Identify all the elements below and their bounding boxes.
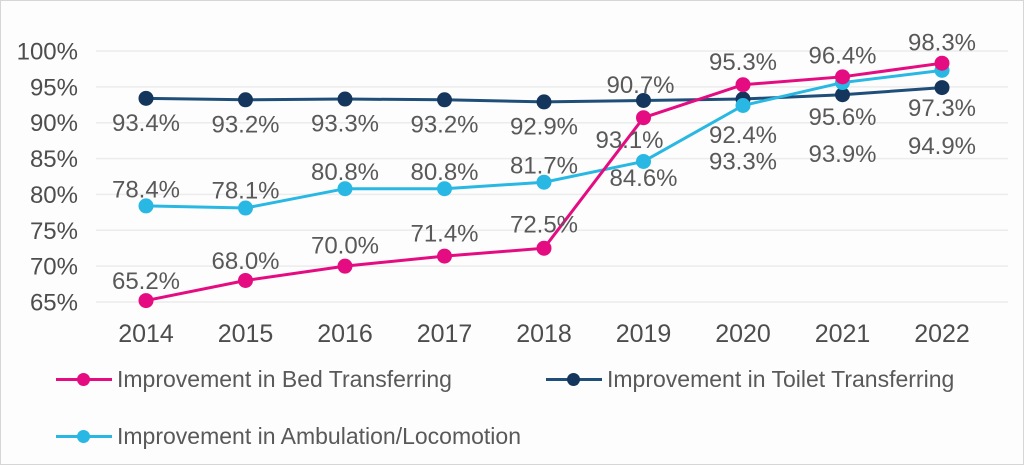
data-label-ambulation-locomotion-2021: 95.6% <box>808 104 876 131</box>
data-label-bed-transferring-2014: 65.2% <box>112 268 180 295</box>
legend-dot-ambulation-locomotion <box>77 429 90 443</box>
data-point-ambulation-locomotion-2019 <box>636 153 651 169</box>
data-label-ambulation-locomotion-2014: 78.4% <box>112 176 180 203</box>
data-label-toilet-transferring-2014: 93.4% <box>112 110 180 137</box>
data-label-bed-transferring-2015: 68.0% <box>211 248 279 275</box>
chart-svg: 100% 95% 90% 85% 80% 75% 70% 65% 2014 2015 2016 201… <box>17 30 1008 347</box>
data-label-ambulation-locomotion-2020: 92.4% <box>709 122 777 149</box>
x-axis-tick-label: 2020 <box>715 320 771 347</box>
y-axis-tick-label: 75% <box>30 218 78 245</box>
legend-marker-bed-transferring-icon <box>56 372 112 386</box>
y-axis-tick-label: 70% <box>30 254 78 281</box>
data-label-toilet-transferring-2018: 92.9% <box>510 113 578 140</box>
data-label-bed-transferring-2017: 71.4% <box>410 221 478 248</box>
data-point-toilet-transferring-2014 <box>138 90 154 106</box>
data-label-toilet-transferring-2016: 93.3% <box>311 111 379 138</box>
data-label-ambulation-locomotion-2018: 81.7% <box>510 153 578 180</box>
data-point-toilet-transferring-2015 <box>238 92 253 108</box>
data-point-toilet-transferring-2019 <box>636 92 651 108</box>
data-point-ambulation-locomotion-2016 <box>337 181 353 197</box>
data-point-toilet-transferring-2016 <box>337 91 353 107</box>
data-point-bed-transferring-2021 <box>835 69 850 85</box>
legend-dot-toilet-transferring <box>567 372 580 386</box>
data-label-bed-transferring-2016: 70.0% <box>311 233 379 260</box>
data-point-bed-transferring-2022 <box>934 55 950 71</box>
data-label-ambulation-locomotion-2017: 80.8% <box>410 159 478 186</box>
data-label-bed-transferring-2020: 95.3% <box>709 49 777 76</box>
x-axis-tick-label: 2016 <box>317 320 373 347</box>
data-label-bed-transferring-2018: 72.5% <box>510 212 578 239</box>
data-point-bed-transferring-2020 <box>735 77 751 93</box>
data-point-toilet-transferring-2021 <box>835 87 850 103</box>
legend-dot-bed-transferring <box>77 372 90 386</box>
data-point-bed-transferring-2014 <box>138 293 154 309</box>
y-axis-tick-label: 80% <box>30 182 78 209</box>
data-point-ambulation-locomotion-2020 <box>735 98 751 114</box>
y-axis-tick-label: 65% <box>30 290 78 317</box>
x-axis-tick-label: 2022 <box>914 320 970 347</box>
data-label-ambulation-locomotion-2015: 78.1% <box>211 178 279 205</box>
chart-legend: Improvement in Bed Transferring Improvem… <box>1 347 1023 450</box>
x-axis-tick-label: 2015 <box>218 320 274 347</box>
data-label-ambulation-locomotion-2019: 84.6% <box>609 165 677 192</box>
data-point-toilet-transferring-2018 <box>536 94 552 110</box>
y-axis-tick-label: 90% <box>30 110 78 137</box>
data-point-bed-transferring-2015 <box>238 272 253 288</box>
data-point-ambulation-locomotion-2015 <box>238 200 253 216</box>
data-label-toilet-transferring-2022: 94.9% <box>908 133 976 160</box>
legend-item-toilet-transferring: Improvement in Toilet Transferring <box>546 365 1023 393</box>
legend-label-bed-transferring: Improvement in Bed Transferring <box>117 366 452 392</box>
x-axis-tick-label: 2018 <box>516 320 572 347</box>
data-point-ambulation-locomotion-2018 <box>536 174 552 190</box>
y-axis-tick-label: 85% <box>30 146 78 173</box>
legend-item-bed-transferring: Improvement in Bed Transferring <box>56 365 546 393</box>
data-point-bed-transferring-2019 <box>636 110 651 126</box>
data-point-bed-transferring-2016 <box>337 258 353 274</box>
data-point-toilet-transferring-2017 <box>437 92 452 108</box>
x-axis-tick-label: 2021 <box>815 320 871 347</box>
data-point-bed-transferring-2017 <box>437 248 452 264</box>
x-axis-tick-label: 2014 <box>118 320 174 347</box>
data-point-ambulation-locomotion-2014 <box>138 198 154 214</box>
data-label-bed-transferring-2019: 90.7% <box>606 72 674 99</box>
data-label-toilet-transferring-2017: 93.2% <box>410 111 478 138</box>
data-point-ambulation-locomotion-2017 <box>437 181 452 197</box>
x-axis-tick-label: 2017 <box>417 320 473 347</box>
data-label-bed-transferring-2022: 98.3% <box>908 30 976 57</box>
legend-marker-toilet-transferring-icon <box>546 372 602 386</box>
y-axis-tick-label: 95% <box>30 74 78 101</box>
data-label-toilet-transferring-2015: 93.2% <box>211 111 279 138</box>
legend-item-ambulation-locomotion: Improvement in Ambulation/Locomotion <box>56 422 546 450</box>
data-point-bed-transferring-2018 <box>536 240 552 256</box>
x-axis-tick-label: 2019 <box>616 320 672 347</box>
data-label-ambulation-locomotion-2016: 80.8% <box>311 159 379 186</box>
data-label-toilet-transferring-2021: 93.9% <box>808 141 876 168</box>
legend-label-toilet-transferring: Improvement in Toilet Transferring <box>607 366 955 392</box>
data-label-toilet-transferring-2019: 93.1% <box>595 127 663 154</box>
data-point-toilet-transferring-2022 <box>934 80 950 96</box>
data-label-bed-transferring-2021: 96.4% <box>808 42 876 69</box>
legend-label-ambulation-locomotion: Improvement in Ambulation/Locomotion <box>117 423 521 449</box>
legend-marker-ambulation-locomotion-icon <box>56 429 112 443</box>
y-axis-tick-label: 100% <box>17 39 78 66</box>
data-label-toilet-transferring-2020: 93.3% <box>709 149 777 176</box>
data-label-ambulation-locomotion-2022: 97.3% <box>908 95 976 122</box>
